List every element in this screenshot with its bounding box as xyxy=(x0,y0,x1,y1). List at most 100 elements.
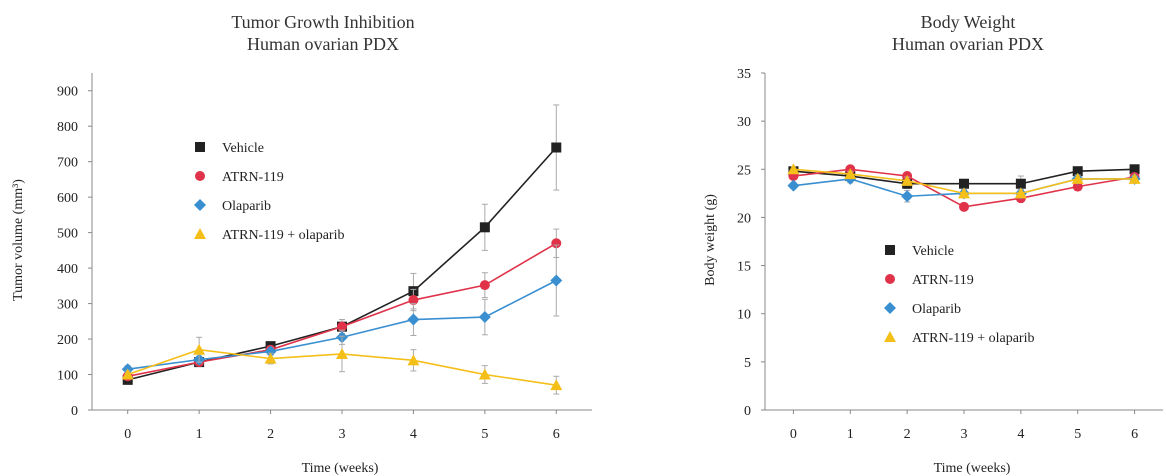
y-tick-label: 400 xyxy=(57,262,78,277)
series-atrn-119-olaparib xyxy=(787,163,1141,199)
x-axis-label: Time (weeks) xyxy=(934,461,1011,476)
legend-marker xyxy=(194,228,206,239)
data-point xyxy=(121,368,134,380)
data-point xyxy=(264,352,277,364)
legend-label: Vehicle xyxy=(912,244,954,259)
x-tick-label: 4 xyxy=(410,427,417,442)
chart-title-line-2: Human ovarian PDX xyxy=(892,34,1044,54)
data-point xyxy=(479,280,490,291)
chart-title-line-2: Human ovarian PDX xyxy=(247,34,399,54)
tumor-growth-chart: Tumor Growth Inhibition Human ovarian PD… xyxy=(11,12,592,476)
legend-label: ATRN-119 + olaparib xyxy=(222,228,344,243)
body-weight-chart: Body Weight Human ovarian PDX Time (week… xyxy=(703,12,1163,476)
x-tick-label: 3 xyxy=(961,427,968,442)
y-tick-label: 30 xyxy=(737,115,751,130)
data-point xyxy=(901,190,914,203)
x-tick-label: 6 xyxy=(553,427,560,442)
legend-label: Vehicle xyxy=(222,141,264,156)
data-point xyxy=(787,179,800,192)
y-tick-label: 700 xyxy=(57,156,78,171)
data-point xyxy=(550,379,563,391)
y-tick-label: 20 xyxy=(737,211,751,226)
legend-item: ATRN-119 + olaparib xyxy=(194,228,344,243)
y-tick-label: 35 xyxy=(737,67,751,82)
data-point xyxy=(337,321,347,332)
data-point xyxy=(478,368,491,380)
legend-item: ATRN-119 xyxy=(885,273,974,288)
series-atrn-119-olaparib xyxy=(121,335,563,395)
legend-marker xyxy=(885,245,895,255)
legend-marker xyxy=(885,274,895,284)
x-tick-label: 5 xyxy=(1074,427,1081,442)
data-point xyxy=(1015,178,1026,189)
legend: Vehicle ATRN-119 Olaparib ATRN-119 + olapar… xyxy=(194,141,344,243)
data-point xyxy=(1129,164,1140,175)
data-point xyxy=(1072,166,1083,177)
x-tick-label: 5 xyxy=(481,427,488,442)
y-tick-label: 300 xyxy=(57,298,78,313)
x-tick-label: 0 xyxy=(790,427,797,442)
legend-item: ATRN-119 + olaparib xyxy=(884,331,1034,346)
data-point xyxy=(1128,172,1141,184)
x-tick-label: 6 xyxy=(1131,427,1138,442)
legend-label: ATRN-119 + olaparib xyxy=(912,331,1034,346)
y-tick-label: 800 xyxy=(57,120,78,135)
legend-label: Olaparib xyxy=(912,302,961,317)
legend-marker xyxy=(195,142,205,152)
x-tick-label: 1 xyxy=(847,427,854,442)
data-point xyxy=(550,274,563,287)
x-tick-label: 0 xyxy=(124,427,131,442)
legend-item: Olaparib xyxy=(194,199,271,214)
y-axis-label: Body weight (g) xyxy=(703,194,718,286)
y-tick-label: 100 xyxy=(57,369,78,384)
legend-label: ATRN-119 xyxy=(912,273,974,288)
data-point xyxy=(551,238,562,249)
legend: Vehicle ATRN-119 Olaparib ATRN-119 + olapar… xyxy=(884,244,1034,346)
data-point xyxy=(1014,187,1027,199)
legend-label: Olaparib xyxy=(222,199,271,214)
data-point xyxy=(193,343,206,355)
legend-item: ATRN-119 xyxy=(195,170,284,185)
legend-marker xyxy=(194,199,206,211)
y-tick-label: 900 xyxy=(57,85,78,100)
data-point xyxy=(264,345,277,358)
legend-item: Vehicle xyxy=(885,244,954,259)
data-point xyxy=(958,187,970,199)
data-point xyxy=(1071,172,1084,184)
x-axis-label: Time (weeks) xyxy=(302,461,379,476)
data-point xyxy=(844,168,857,180)
legend-marker xyxy=(884,331,896,342)
y-tick-label: 0 xyxy=(744,404,751,419)
data-point xyxy=(336,347,348,359)
y-tick-label: 600 xyxy=(57,191,78,206)
y-tick-label: 15 xyxy=(737,260,751,275)
data-point xyxy=(479,222,490,233)
x-tick-label: 4 xyxy=(1017,427,1024,442)
legend-item: Vehicle xyxy=(195,141,264,156)
x-tick-label: 3 xyxy=(339,427,346,442)
legend-marker xyxy=(195,171,205,181)
legend-marker xyxy=(884,302,896,314)
y-tick-label: 500 xyxy=(57,227,78,242)
data-point xyxy=(551,142,562,153)
data-point xyxy=(787,163,800,175)
data-point xyxy=(408,295,419,306)
y-tick-label: 0 xyxy=(71,404,78,419)
y-axis-label: Tumor volume (mm³) xyxy=(11,179,26,301)
y-tick-label: 200 xyxy=(57,333,78,348)
data-point xyxy=(959,201,969,212)
data-point xyxy=(1072,181,1083,192)
chart-title-line-1: Tumor Growth Inhibition xyxy=(231,12,414,32)
x-tick-label: 2 xyxy=(267,427,274,442)
data-point xyxy=(407,313,420,326)
data-point xyxy=(407,354,420,366)
x-tick-label: 2 xyxy=(904,427,911,442)
y-tick-label: 10 xyxy=(737,308,751,323)
x-tick-label: 1 xyxy=(196,427,203,442)
y-tick-label: 25 xyxy=(737,163,751,178)
legend-label: ATRN-119 xyxy=(222,170,284,185)
data-point xyxy=(478,311,491,324)
legend-item: Olaparib xyxy=(884,302,961,317)
chart-title-line-1: Body Weight xyxy=(921,12,1016,32)
data-point xyxy=(901,174,914,186)
